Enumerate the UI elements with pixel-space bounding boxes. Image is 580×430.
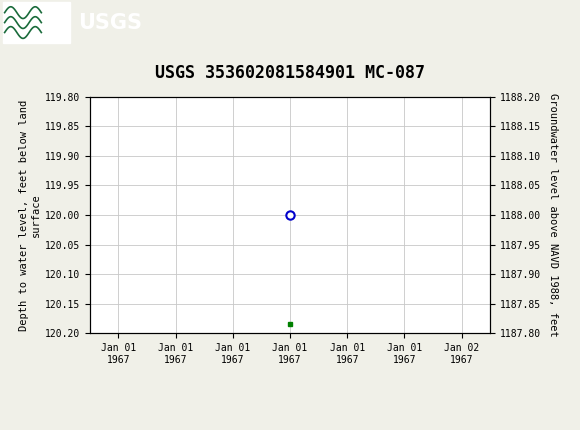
Y-axis label: Groundwater level above NAVD 1988, feet: Groundwater level above NAVD 1988, feet [548,93,557,337]
Text: USGS: USGS [78,12,142,33]
Y-axis label: Depth to water level, feet below land
surface: Depth to water level, feet below land su… [19,99,41,331]
FancyBboxPatch shape [3,2,70,43]
Text: USGS 353602081584901 MC-087: USGS 353602081584901 MC-087 [155,64,425,82]
